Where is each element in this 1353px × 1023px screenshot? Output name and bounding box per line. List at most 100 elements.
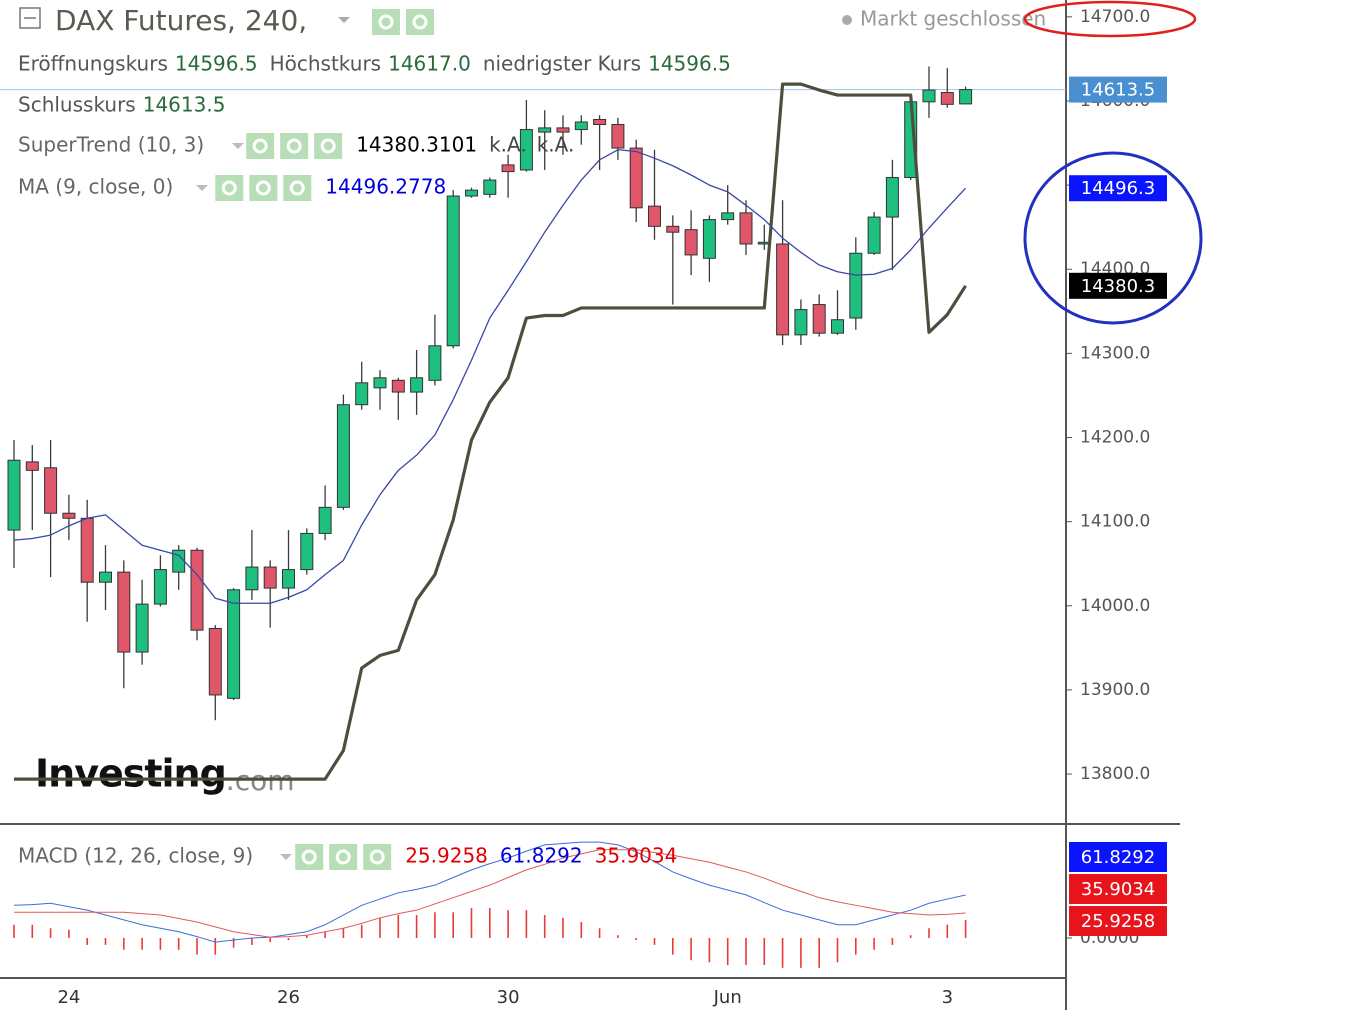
- candle-body: [831, 319, 844, 334]
- candle-body: [135, 603, 149, 653]
- indicator-button[interactable]: [246, 133, 275, 159]
- candle-body: [666, 225, 680, 233]
- legend-value: 14596.5: [175, 52, 258, 76]
- candle-body: [776, 243, 790, 336]
- candle-body: [190, 549, 204, 631]
- indicator-line: [13, 149, 967, 604]
- collapse-button[interactable]: [19, 7, 41, 29]
- candle-body: [611, 124, 625, 149]
- candle-body: [849, 252, 863, 319]
- candle-body: [373, 377, 387, 389]
- status-dot: [842, 15, 852, 25]
- indicator-icon: [335, 849, 351, 865]
- candle-body: [574, 121, 588, 131]
- indicator-icon: [289, 180, 305, 196]
- candle-body: [794, 309, 808, 336]
- indicator-line: [14, 82, 967, 781]
- indicator-button[interactable]: [215, 175, 244, 201]
- candle-body: [922, 89, 936, 103]
- watermark: Investing: [35, 752, 226, 796]
- x-tick-label: 26: [277, 987, 300, 1008]
- legend-label: Schlusskurs: [18, 93, 136, 117]
- indicator-button[interactable]: [280, 133, 309, 159]
- indicator-value: 35.9034: [595, 844, 678, 868]
- candle-body: [336, 404, 350, 508]
- candle-body: [25, 461, 39, 471]
- indicator-button[interactable]: [363, 844, 392, 870]
- legend-label: Eröffnungskurs: [18, 52, 168, 76]
- price-tag: [1069, 76, 1167, 103]
- price-tag-label: 14613.5: [1081, 80, 1155, 101]
- chart-title: DAX Futures, 240,: [55, 4, 307, 37]
- dropdown-icon[interactable]: [232, 143, 244, 149]
- dropdown-icon[interactable]: [280, 854, 292, 860]
- indicator-icon: [369, 849, 385, 865]
- candle-body: [80, 517, 94, 583]
- candle-body: [263, 566, 277, 589]
- x-tick-label: Jun: [713, 987, 742, 1008]
- candle-body: [99, 571, 112, 583]
- candle-body: [501, 164, 515, 173]
- candle-body: [355, 382, 369, 406]
- price-tag: [1069, 906, 1167, 936]
- legend-value: 14596.5: [648, 52, 731, 76]
- indicator-icon: [221, 180, 237, 196]
- candle-body: [428, 345, 442, 381]
- indicator-button[interactable]: [314, 133, 343, 159]
- legend-label: Höchstkurs: [270, 52, 382, 76]
- indicator-icon: [286, 138, 302, 154]
- indicator-button[interactable]: [295, 844, 324, 870]
- candle-body: [538, 127, 552, 133]
- dropdown-icon[interactable]: [196, 185, 208, 191]
- candle-body: [410, 377, 424, 393]
- candle-body: [684, 229, 698, 256]
- annotation-circle: [1023, 151, 1203, 325]
- indicator-icon: [320, 138, 336, 154]
- candle-body: [593, 118, 607, 126]
- candle-body: [959, 89, 973, 105]
- indicator-value: 25.9258: [405, 844, 488, 868]
- y-tick-label: 13800.0: [1080, 764, 1150, 784]
- price-tag: [1069, 175, 1167, 202]
- legend-label: niedrigster Kurs: [483, 52, 641, 76]
- candle-body: [318, 506, 332, 534]
- candle-body: [867, 216, 881, 254]
- candle-body: [721, 212, 735, 221]
- legend-value: 14613.5: [143, 93, 226, 117]
- indicator-button[interactable]: [329, 844, 358, 870]
- y-tick-label: 14100.0: [1080, 512, 1150, 532]
- legend-value: 14617.0: [388, 52, 471, 76]
- candle-body: [117, 571, 131, 653]
- dropdown-icon[interactable]: [338, 17, 350, 23]
- indicator-value: 61.8292: [500, 844, 583, 868]
- x-tick-label: 3: [942, 987, 953, 1008]
- candle-body: [227, 589, 241, 699]
- y-tick-label: 14300.0: [1080, 343, 1150, 363]
- indicator-button[interactable]: [406, 9, 434, 35]
- y-tick-label: 13900.0: [1080, 680, 1150, 700]
- indicator-button[interactable]: [249, 175, 278, 201]
- price-tag: [1069, 272, 1167, 299]
- y-tick-label: 14700.0: [1080, 7, 1150, 27]
- indicator-icon: [255, 180, 271, 196]
- market-status: Markt geschlossen: [860, 7, 1046, 31]
- candle-body: [446, 195, 460, 347]
- candle-body: [885, 177, 899, 218]
- indicator-button[interactable]: [372, 9, 400, 35]
- candle-body: [812, 304, 826, 334]
- candle-body: [940, 92, 954, 105]
- y-tick-label: 14200.0: [1080, 428, 1150, 448]
- candle-body: [153, 569, 167, 605]
- indicator-button[interactable]: [283, 175, 312, 201]
- candle-body: [245, 566, 259, 591]
- indicator-value: k.A.: [537, 133, 575, 157]
- indicator-name: SuperTrend (10, 3): [18, 133, 204, 157]
- candle-body: [739, 212, 753, 245]
- candle-body: [629, 147, 643, 209]
- indicator-icon: [301, 849, 317, 865]
- price-tag-label: 14496.3: [1081, 178, 1155, 199]
- candle-body: [556, 127, 570, 133]
- indicator-icon: [412, 14, 428, 30]
